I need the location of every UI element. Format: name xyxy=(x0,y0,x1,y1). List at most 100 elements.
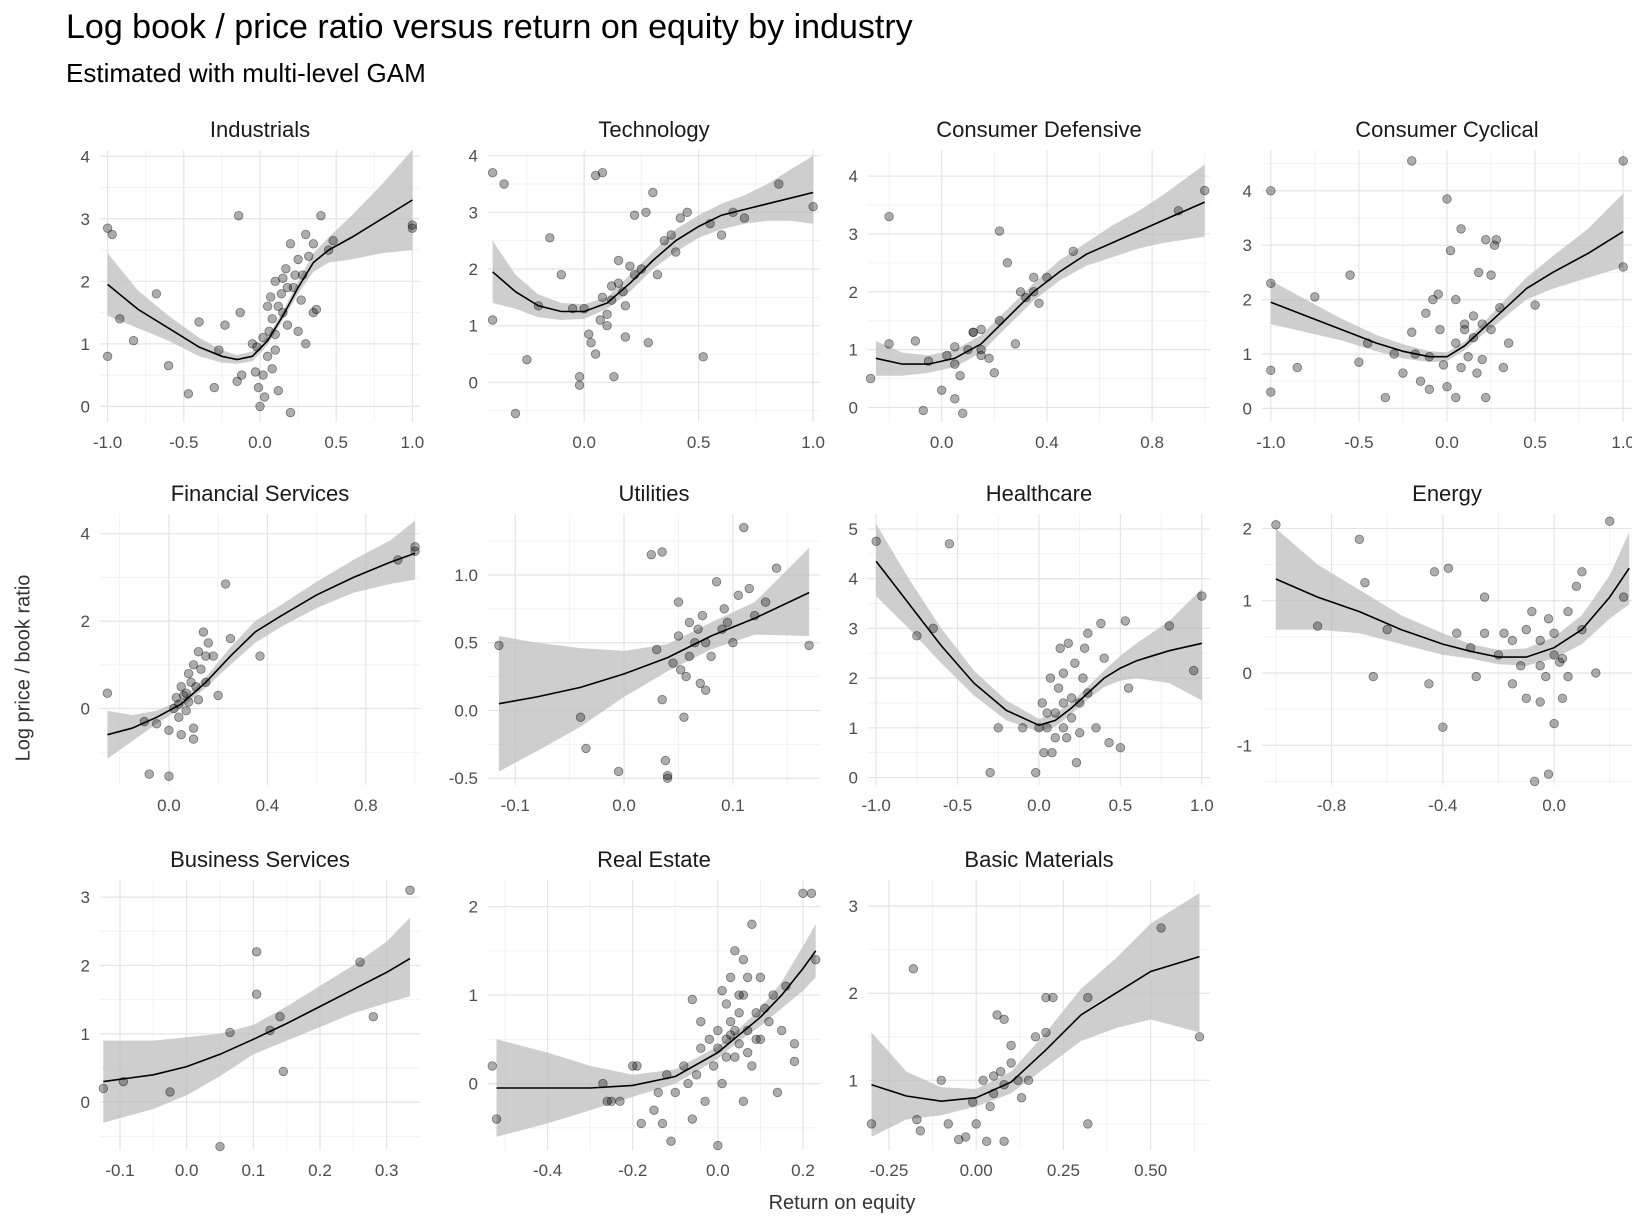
data-point xyxy=(1039,747,1049,758)
y-tick-label: 0 xyxy=(1243,664,1252,683)
data-point xyxy=(163,361,174,371)
x-axis-label: Return on equity xyxy=(768,1192,916,1214)
fit-line xyxy=(103,957,411,1083)
data-point xyxy=(201,651,211,661)
confidence-band xyxy=(107,150,413,364)
data-point xyxy=(1563,606,1573,617)
data-point xyxy=(660,755,671,766)
x-tick-label: 0.0 xyxy=(572,433,596,452)
panel: -0.25 0.00 0.25 0.50 1 2 3 Basic Materials xyxy=(849,847,1210,1180)
data-point xyxy=(1543,769,1554,779)
data-point xyxy=(499,179,509,189)
data-point xyxy=(1549,628,1559,638)
data-point xyxy=(1549,718,1559,729)
y-tick-label: 4 xyxy=(849,570,858,589)
data-point xyxy=(985,1101,995,1112)
x-tick-label: 0.0 xyxy=(1542,796,1566,815)
data-point xyxy=(1543,614,1554,624)
data-point xyxy=(774,179,784,189)
fit-line xyxy=(1270,230,1624,358)
data-point xyxy=(1479,628,1490,638)
data-point xyxy=(102,351,113,362)
data-point xyxy=(308,307,319,318)
x-tick-label: 0.5 xyxy=(1109,796,1133,815)
data-point xyxy=(188,723,199,733)
data-point xyxy=(739,522,749,533)
data-point xyxy=(1481,235,1491,245)
data-point xyxy=(556,269,566,280)
panel-title: Industrials xyxy=(210,117,310,142)
data-point xyxy=(1292,362,1302,373)
panel-title: Financial Services xyxy=(171,481,350,506)
data-point xyxy=(1048,992,1058,1003)
y-tick-label: 4 xyxy=(81,525,90,544)
data-point xyxy=(713,1025,723,1036)
x-tick-label: -0.4 xyxy=(1428,796,1457,815)
data-point xyxy=(584,329,594,339)
data-point xyxy=(1459,324,1470,335)
data-point xyxy=(602,1096,612,1107)
data-point xyxy=(178,690,189,701)
data-point xyxy=(1433,289,1443,299)
data-point xyxy=(510,408,521,419)
data-point xyxy=(1031,767,1041,778)
data-point xyxy=(776,1025,787,1036)
data-point xyxy=(1058,668,1069,678)
data-point xyxy=(1503,338,1514,348)
scatter-points xyxy=(871,536,1207,778)
data-point xyxy=(1063,638,1074,648)
x-tick-label: 0.4 xyxy=(256,796,280,815)
data-point xyxy=(734,1008,744,1018)
data-point xyxy=(278,273,288,283)
data-point xyxy=(1075,698,1085,708)
fit-line xyxy=(492,191,814,313)
data-point xyxy=(1529,776,1540,787)
data-point xyxy=(252,342,262,352)
data-point xyxy=(1535,635,1545,646)
data-point xyxy=(971,1119,981,1129)
data-point xyxy=(237,370,247,380)
data-point xyxy=(1445,245,1456,256)
x-tick-label: 0.00 xyxy=(960,1161,993,1180)
data-point xyxy=(304,251,314,261)
data-point xyxy=(742,972,753,983)
data-point xyxy=(696,1043,706,1053)
data-point xyxy=(1591,668,1601,678)
data-point xyxy=(247,339,258,349)
x-tick-label: -0.1 xyxy=(501,796,530,815)
data-point xyxy=(936,1075,946,1086)
y-tick-label: 2 xyxy=(469,898,478,917)
data-point xyxy=(728,638,738,648)
data-point xyxy=(984,353,994,364)
panel: 0.0 0.5 1.0 0 1 2 3 4 Technology xyxy=(469,117,825,452)
y-tick-label: 0 xyxy=(469,1075,478,1094)
panel-title: Real Estate xyxy=(597,847,711,872)
data-point xyxy=(1071,757,1082,768)
data-point xyxy=(713,1043,723,1053)
data-point xyxy=(738,1096,749,1107)
data-point xyxy=(954,1134,964,1145)
data-point xyxy=(730,1052,740,1062)
data-point xyxy=(1456,362,1466,373)
data-point xyxy=(193,695,204,705)
data-point xyxy=(706,651,716,661)
data-point xyxy=(978,1075,988,1086)
data-point xyxy=(666,230,676,240)
data-point xyxy=(311,304,322,315)
x-tick-label: 0.8 xyxy=(1140,433,1164,452)
data-point xyxy=(632,1061,642,1071)
data-point xyxy=(943,1119,953,1129)
data-point xyxy=(574,371,585,382)
data-point xyxy=(865,373,876,384)
data-point xyxy=(733,590,744,601)
data-point xyxy=(988,1071,999,1081)
x-tick-label: 0.0 xyxy=(157,796,181,815)
data-point xyxy=(609,371,619,382)
y-tick-label: 2 xyxy=(1243,291,1252,310)
x-tick-label: -0.25 xyxy=(870,1161,909,1180)
data-point xyxy=(278,1066,289,1077)
y-tick-label: 0 xyxy=(849,399,858,418)
y-tick-label: 1 xyxy=(1243,592,1252,611)
data-point xyxy=(151,719,162,729)
data-point xyxy=(670,1087,680,1098)
